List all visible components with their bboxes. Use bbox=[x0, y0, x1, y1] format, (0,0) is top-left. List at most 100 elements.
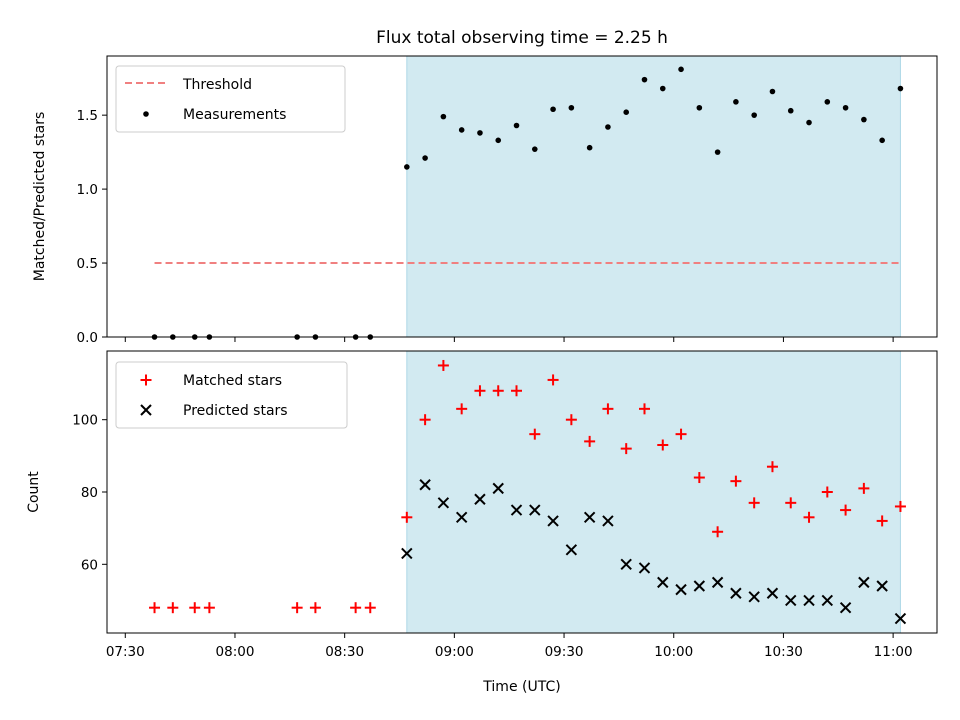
predicted-point bbox=[730, 587, 742, 599]
legend-predicted-label: Predicted stars bbox=[183, 403, 288, 419]
measurement-point bbox=[751, 112, 757, 118]
cross-stroke-b bbox=[492, 482, 504, 495]
measurement-point bbox=[769, 88, 776, 95]
cross-stroke-b bbox=[510, 504, 523, 516]
predicted-point bbox=[693, 580, 706, 592]
matched-point bbox=[858, 482, 870, 494]
predicted-point bbox=[602, 515, 614, 527]
bottom-legend: Matched stars Predicted stars bbox=[115, 361, 348, 429]
cross-stroke-b bbox=[547, 515, 559, 527]
legend-predicted-swatch bbox=[140, 404, 152, 416]
measurement-point bbox=[861, 116, 867, 123]
x-tick-label: 09:00 bbox=[435, 644, 474, 660]
measurement-point bbox=[696, 104, 703, 111]
cross-stroke-b bbox=[602, 515, 614, 527]
matched-point bbox=[401, 511, 413, 523]
top-y-tick-label: 0.0 bbox=[77, 330, 98, 346]
cross-stroke-b bbox=[894, 612, 907, 625]
matched-point bbox=[456, 403, 468, 415]
predicted-point bbox=[510, 504, 523, 516]
predicted-point bbox=[657, 576, 669, 589]
measurement-point bbox=[495, 137, 502, 144]
measurement-point bbox=[568, 104, 575, 111]
predicted-point bbox=[839, 601, 852, 614]
matched-point bbox=[638, 403, 650, 415]
cross-stroke-b bbox=[657, 576, 669, 589]
top-y-tick-label: 0.5 bbox=[77, 256, 98, 272]
legend-measurements-label: Measurements bbox=[183, 107, 286, 123]
matched-points bbox=[149, 359, 906, 614]
top-axes-frame bbox=[106, 55, 938, 338]
cross-stroke-b bbox=[803, 594, 815, 607]
cross-stroke-b bbox=[748, 591, 760, 603]
measurement-point bbox=[659, 85, 666, 92]
measurement-point bbox=[440, 113, 447, 120]
measurement-point bbox=[550, 106, 556, 113]
x-tick-label: 08:00 bbox=[216, 644, 255, 660]
matched-point bbox=[203, 602, 215, 614]
predicted-point bbox=[492, 482, 504, 495]
predicted-point bbox=[748, 591, 760, 603]
predicted-point bbox=[803, 594, 815, 607]
cross-stroke-b bbox=[474, 493, 486, 505]
matched-point bbox=[693, 472, 705, 484]
matched-point bbox=[309, 602, 321, 614]
matched-point bbox=[167, 602, 179, 614]
x-tick-label: 09:30 bbox=[545, 644, 584, 660]
measurement-point bbox=[641, 76, 648, 83]
matched-point bbox=[189, 602, 201, 614]
predicted-point bbox=[401, 547, 413, 560]
predicted-point bbox=[474, 493, 486, 505]
matched-point bbox=[364, 602, 376, 614]
matched-point bbox=[584, 435, 596, 447]
matched-point bbox=[474, 385, 486, 397]
predicted-point bbox=[821, 594, 834, 607]
predicted-point bbox=[455, 511, 468, 524]
cross-stroke-b bbox=[785, 594, 797, 607]
x-tick-label: 10:30 bbox=[764, 644, 803, 660]
matched-point bbox=[803, 511, 815, 523]
bottom-x-ticks: 07:30 08:00 08:30 09:00 09:30 10:00 10:30 11:00 bbox=[106, 633, 913, 660]
bottom-y-axis-label: Count bbox=[26, 471, 42, 513]
matched-point bbox=[547, 374, 559, 386]
legend-matched-swatch bbox=[140, 374, 152, 386]
predicted-point bbox=[437, 497, 450, 509]
cross-stroke-b bbox=[638, 562, 651, 574]
cross-stroke-b bbox=[583, 511, 596, 524]
cross-stroke-b bbox=[821, 594, 834, 607]
legend-measurements-swatch bbox=[143, 111, 149, 117]
measurement-point bbox=[897, 85, 904, 92]
top-legend: Threshold Measurements bbox=[115, 65, 346, 133]
cross-stroke-b bbox=[620, 558, 632, 571]
bottom-observing-window bbox=[406, 350, 901, 634]
matched-point bbox=[291, 602, 303, 614]
predicted-points bbox=[401, 479, 907, 625]
cross-stroke-b bbox=[693, 580, 706, 592]
top-x-ticks bbox=[124, 337, 894, 342]
top-y-tick-label: 1.5 bbox=[77, 108, 98, 124]
measurement-point bbox=[714, 149, 721, 155]
bottom-y-ticks: 60 80 100 bbox=[72, 413, 107, 573]
cross-stroke-b bbox=[876, 580, 888, 592]
matched-point bbox=[766, 461, 778, 473]
predicted-point bbox=[583, 511, 596, 524]
x-tick-label: 11:00 bbox=[874, 644, 913, 660]
predicted-point bbox=[565, 544, 578, 556]
bottom-panel: 60 80 100 07:30 08:00 08:30 09:00 09:30 10:00 10… bbox=[26, 350, 938, 695]
matched-point bbox=[350, 602, 362, 614]
matched-point bbox=[894, 500, 906, 512]
predicted-point bbox=[620, 558, 632, 571]
measurement-point bbox=[605, 124, 611, 130]
bottom-y-tick-label: 80 bbox=[81, 485, 98, 501]
predicted-point bbox=[675, 583, 687, 596]
matched-point bbox=[602, 403, 614, 415]
cross-stroke-b bbox=[565, 544, 578, 556]
top-legend-box bbox=[115, 65, 346, 133]
measurement-point bbox=[458, 127, 465, 133]
matched-point bbox=[492, 385, 504, 397]
matched-point bbox=[840, 504, 852, 516]
predicted-point bbox=[894, 612, 907, 625]
predicted-point bbox=[547, 515, 559, 527]
x-tick-label: 07:30 bbox=[106, 644, 145, 660]
